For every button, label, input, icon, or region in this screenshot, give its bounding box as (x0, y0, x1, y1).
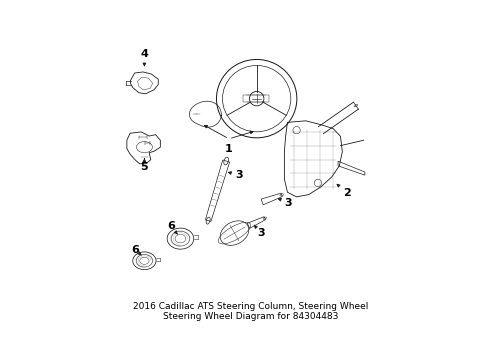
Text: 3: 3 (228, 170, 243, 180)
Text: 4: 4 (141, 49, 148, 66)
Text: 6: 6 (167, 221, 177, 234)
Text: Steering Wheel Diagram for 84304483: Steering Wheel Diagram for 84304483 (164, 312, 339, 321)
Text: 3: 3 (278, 198, 293, 208)
Text: 1: 1 (225, 144, 233, 154)
Text: 5: 5 (141, 159, 148, 172)
Text: 2016 Cadillac ATS Steering Column, Steering Wheel: 2016 Cadillac ATS Steering Column, Steer… (133, 302, 369, 311)
Text: 6: 6 (131, 245, 142, 255)
Text: 2: 2 (337, 184, 351, 198)
Text: 3: 3 (254, 225, 265, 238)
